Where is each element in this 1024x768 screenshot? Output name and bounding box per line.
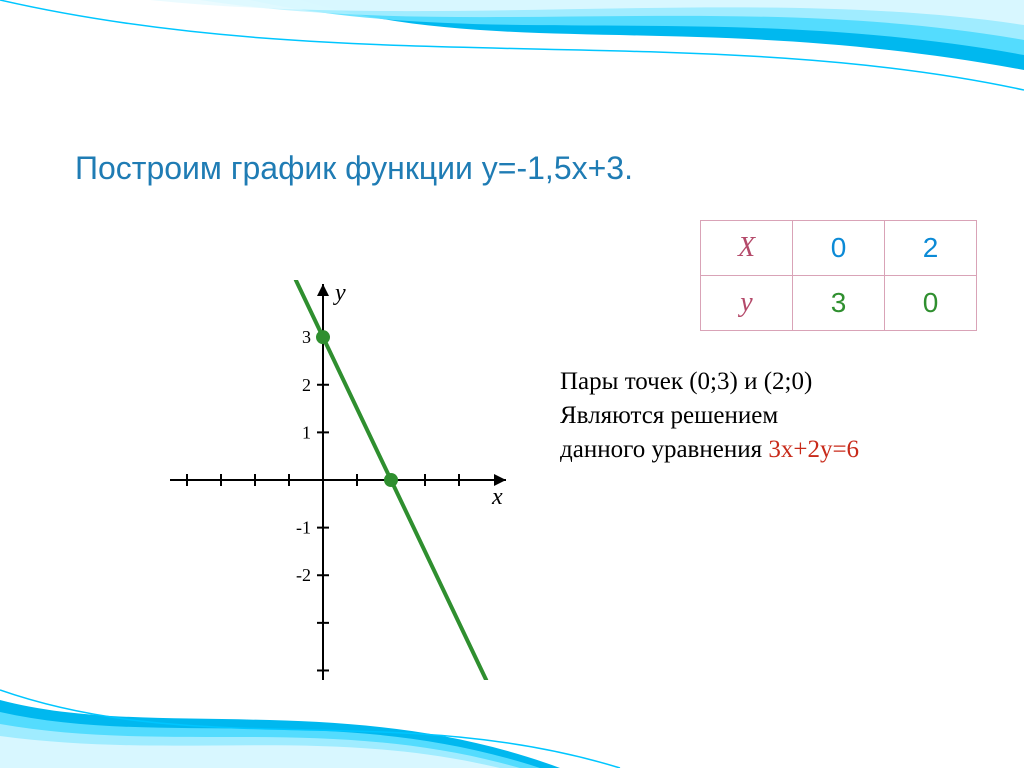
svg-text:y: y: [333, 280, 346, 306]
svg-text:x: x: [491, 484, 503, 510]
svg-text:-1: -1: [296, 518, 311, 538]
value-table: Х 0 2 у 3 0: [700, 220, 977, 331]
svg-text:-2: -2: [296, 565, 311, 585]
explain-line1a: Пары точек: [560, 368, 689, 395]
title-equation: у=-1,5х+3.: [482, 150, 633, 186]
table-cell-y0: 3: [793, 276, 885, 331]
title-prefix: Построим график функции: [75, 150, 482, 186]
explain-equation: 3х+2у=6: [768, 436, 859, 463]
table-header-x: Х: [701, 221, 793, 276]
explanation-text: Пары точек (0;3) и (2;0) Являются решени…: [560, 365, 980, 466]
table-cell-x0: 0: [793, 221, 885, 276]
svg-text:1: 1: [302, 422, 311, 442]
slide-title: Построим график функции у=-1,5х+3.: [75, 150, 633, 187]
explain-line2: Являются решением: [560, 402, 778, 429]
table-cell-x1: 2: [885, 221, 977, 276]
explain-line1b: (0;3) и (2;0): [689, 368, 812, 395]
svg-text:3: 3: [302, 327, 311, 347]
table-cell-y1: 0: [885, 276, 977, 331]
svg-text:2: 2: [302, 375, 311, 395]
explain-line3a: данного уравнения: [560, 436, 768, 463]
table-header-y: у: [701, 276, 793, 331]
function-graph: x y -2 -1 1 2 3: [170, 280, 510, 680]
